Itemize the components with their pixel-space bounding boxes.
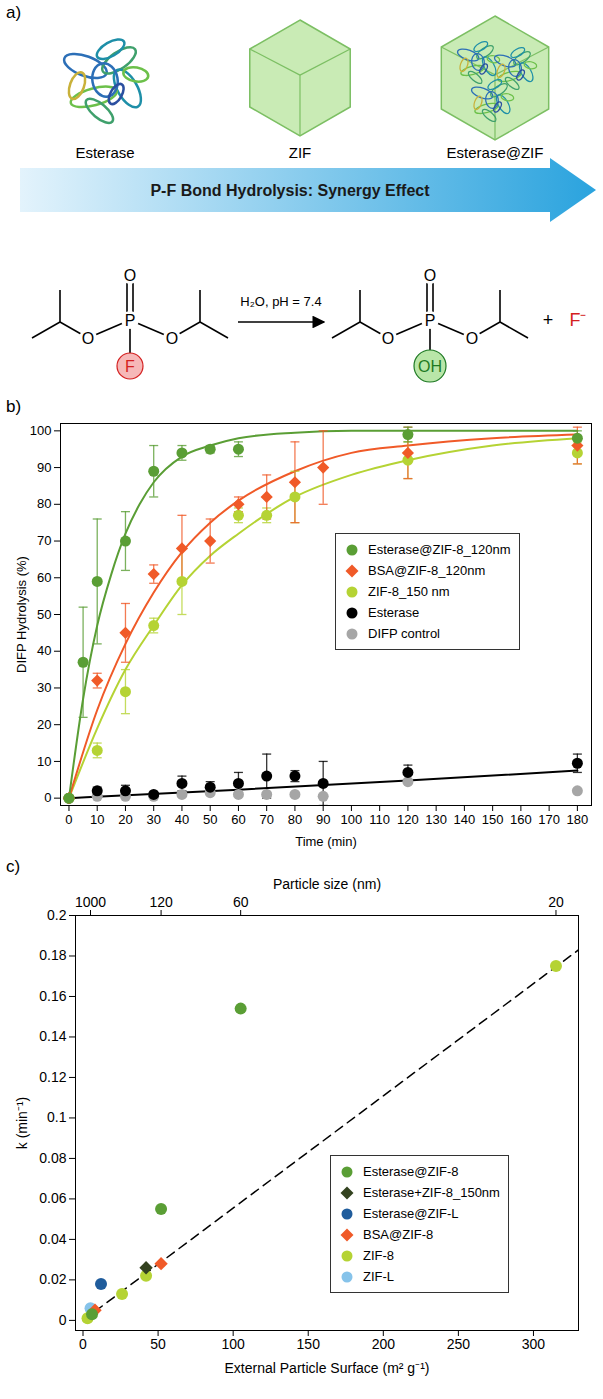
svg-text:160: 160 <box>510 812 532 827</box>
svg-text:140: 140 <box>454 812 476 827</box>
svg-text:Esterase@ZIF: Esterase@ZIF <box>447 144 544 161</box>
svg-text:50: 50 <box>37 607 51 622</box>
svg-text:10: 10 <box>90 812 104 827</box>
svg-text:90: 90 <box>37 460 51 475</box>
html-text:ZIF-8: ZIF-8 <box>363 1248 395 1263</box>
svg-text:0: 0 <box>59 1312 67 1328</box>
svg-text:+: + <box>543 310 554 330</box>
html-text:b): b) <box>6 397 22 416</box>
svg-text:0: 0 <box>44 790 51 805</box>
svg-text:Time (min): Time (min) <box>295 834 357 849</box>
svg-text:90: 90 <box>316 812 330 827</box>
svg-text:0.1: 0.1 <box>47 1109 67 1125</box>
svg-text:170: 170 <box>538 812 560 827</box>
svg-text:0.14: 0.14 <box>39 1028 66 1044</box>
svg-text:100: 100 <box>30 423 52 438</box>
svg-text:110: 110 <box>369 812 390 827</box>
svg-text:1000: 1000 <box>75 894 106 910</box>
svg-text:40: 40 <box>37 643 51 658</box>
svg-text:60: 60 <box>37 570 51 585</box>
svg-text:0.2: 0.2 <box>47 907 67 923</box>
svg-text:120: 120 <box>149 894 173 910</box>
svg-text:0.16: 0.16 <box>39 988 66 1004</box>
svg-text:70: 70 <box>37 533 51 548</box>
html-text:Esterase@ZIF-8: Esterase@ZIF-8 <box>363 1164 459 1179</box>
svg-text:20: 20 <box>548 894 564 910</box>
svg-text:P: P <box>125 312 136 329</box>
svg-text:0: 0 <box>65 812 72 827</box>
svg-text:120: 120 <box>397 812 419 827</box>
svg-text:F: F <box>125 358 135 375</box>
svg-text:80: 80 <box>288 812 302 827</box>
html-text:ZIF-8_150 nm: ZIF-8_150 nm <box>368 584 450 599</box>
svg-text:150: 150 <box>297 1336 321 1352</box>
svg-text:External Particle Surface (m²: External Particle Surface (m² g⁻¹) <box>225 1360 430 1376</box>
svg-text:P-F Bond Hydrolysis: Synergy E: P-F Bond Hydrolysis: Synergy Effect <box>150 182 430 199</box>
svg-text:O: O <box>166 330 178 347</box>
svg-text:DIFP Hydrolysis (%): DIFP Hydrolysis (%) <box>14 556 29 673</box>
svg-text:a): a) <box>6 3 21 22</box>
svg-text:300: 300 <box>522 1336 546 1352</box>
html-text:BSA@ZIF-8: BSA@ZIF-8 <box>363 1227 434 1242</box>
svg-text:80: 80 <box>37 496 51 511</box>
svg-text:180: 180 <box>567 812 589 827</box>
svg-text:0.08: 0.08 <box>39 1150 66 1166</box>
svg-text:200: 200 <box>372 1336 396 1352</box>
html-text:c): c) <box>6 857 21 876</box>
svg-text:60: 60 <box>231 812 245 827</box>
svg-text:30: 30 <box>37 680 51 695</box>
html-text:BSA@ZIF-8_120nm: BSA@ZIF-8_120nm <box>368 563 486 578</box>
html-text:Esterase@ZIF-L: Esterase@ZIF-L <box>363 1206 459 1221</box>
svg-text:100: 100 <box>221 1336 245 1352</box>
svg-text:130: 130 <box>425 812 447 827</box>
svg-text:10: 10 <box>37 754 51 769</box>
svg-text:H₂O, pH = 7.4: H₂O, pH = 7.4 <box>240 294 321 309</box>
svg-text:OH: OH <box>418 358 442 375</box>
svg-text:50: 50 <box>150 1336 166 1352</box>
svg-text:O: O <box>466 330 478 347</box>
svg-text:O: O <box>82 330 94 347</box>
svg-text:F⁻: F⁻ <box>570 310 587 330</box>
svg-text:250: 250 <box>447 1336 471 1352</box>
svg-text:O: O <box>382 330 394 347</box>
svg-text:0.02: 0.02 <box>39 1271 66 1287</box>
svg-text:20: 20 <box>37 717 51 732</box>
svg-text:Particle size (nm): Particle size (nm) <box>273 876 381 892</box>
html-text:Esterase@ZIF-8_120nm: Esterase@ZIF-8_120nm <box>368 542 511 557</box>
svg-text:0.04: 0.04 <box>39 1231 66 1247</box>
svg-text:150: 150 <box>482 812 504 827</box>
svg-text:30: 30 <box>146 812 160 827</box>
svg-text:60: 60 <box>233 894 249 910</box>
html-text:ZIF-L: ZIF-L <box>363 1269 395 1284</box>
svg-text:ZIF: ZIF <box>289 144 312 161</box>
svg-text:0.18: 0.18 <box>39 947 66 963</box>
html-text:Esterase+ZIF-8_150nm: Esterase+ZIF-8_150nm <box>363 1185 500 1200</box>
svg-text:0.12: 0.12 <box>39 1069 66 1085</box>
svg-text:Esterase: Esterase <box>75 144 134 161</box>
svg-text:100: 100 <box>341 812 363 827</box>
svg-text:50: 50 <box>203 812 217 827</box>
svg-text:0.06: 0.06 <box>39 1190 66 1206</box>
html-text:DIFP control: DIFP control <box>368 626 440 641</box>
html-text:Esterase: Esterase <box>368 605 420 620</box>
svg-text:20: 20 <box>118 812 132 827</box>
svg-text:O: O <box>424 267 436 284</box>
svg-text:0: 0 <box>79 1336 87 1352</box>
svg-text:O: O <box>124 267 136 284</box>
svg-text:70: 70 <box>259 812 273 827</box>
svg-text:40: 40 <box>175 812 189 827</box>
svg-text:P: P <box>425 312 436 329</box>
svg-text:k (min⁻¹): k (min⁻¹) <box>14 1097 30 1149</box>
